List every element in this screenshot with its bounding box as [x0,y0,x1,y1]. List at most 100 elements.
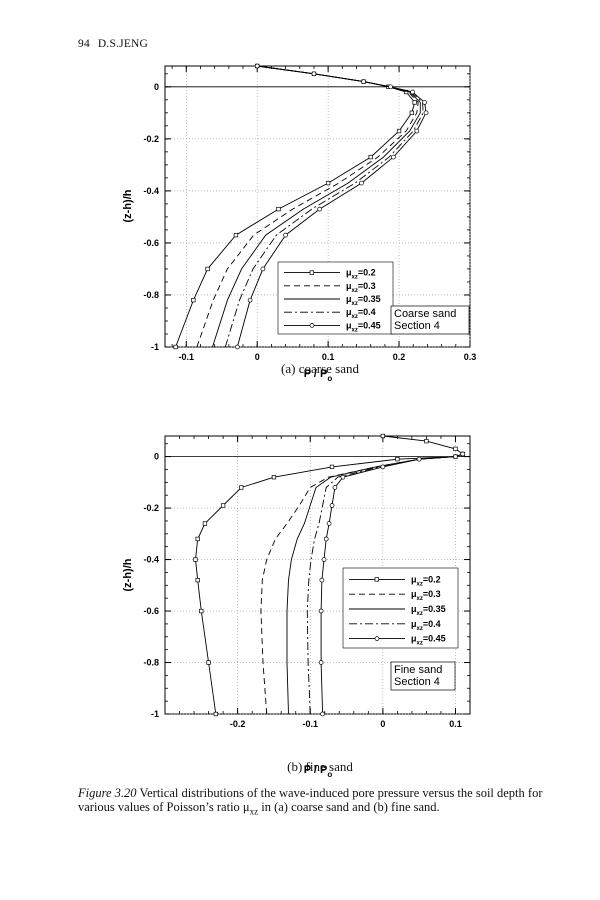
y-tick-label: -0.4 [143,555,159,565]
x-tick-label: 0 [255,352,260,362]
x-tick-label: 0 [380,719,385,729]
data-point-square [409,110,414,115]
data-point-square [325,180,331,186]
data-point-circle [329,503,335,508]
data-point-circle [319,577,325,583]
annotation-box [390,305,470,335]
y-tick-label: -0.6 [143,238,159,248]
caption-text-after: in (a) coarse sand and (b) fine sand. [258,800,440,814]
plot-frame [164,435,471,715]
legend-label-sub: xz [352,327,358,333]
legend-label-value: =0.2 [358,268,376,278]
legend-label-sub: xz [352,288,358,294]
data-point-square [195,577,200,583]
x-axis-label: P / Po [304,764,333,779]
data-point-square [380,433,386,439]
data-point-circle [260,266,266,272]
data-point-circle [410,89,415,95]
data-point-circle [416,456,422,462]
legend-label-sub: xz [417,641,423,647]
legend-box [342,567,459,649]
x-tick-label: -0.1 [179,352,195,362]
legend-label-value: =0.2 [423,574,441,584]
data-point-circle [391,154,396,160]
legend-label-value: =0.3 [358,281,376,291]
annotation-text: Fine sand [394,664,442,676]
data-point-square [199,608,204,614]
data-point-square [195,536,200,542]
x-tick-label: 0.1 [449,719,462,729]
x-tick-label: -0.1 [302,719,318,729]
annotation-text: Section 4 [394,676,440,688]
data-point-square [206,660,211,665]
y-tick-label: -1 [151,342,159,352]
legend-label-sub: xz [352,275,358,281]
data-point-square [368,154,373,160]
y-tick-label: 0 [154,82,159,92]
legend-label-value: =0.35 [358,294,381,304]
figure-caption: Figure 3.20 Vertical distributions of th… [78,786,548,819]
data-point-circle [318,660,324,665]
legend-label-sub: xz [417,611,423,617]
legend-label-value: =0.45 [423,634,446,644]
legend-label-value: =0.3 [423,589,441,599]
legend-marker-circle [374,636,380,641]
data-point-circle [453,454,458,459]
data-point-square [396,128,402,134]
legend-label-sub: xz [352,301,358,307]
data-point-circle [361,79,366,84]
data-point-circle [422,100,427,105]
data-point-square [453,446,458,452]
data-point-circle [359,180,364,186]
x-axis-label: P / Po [304,368,333,383]
data-point-square [193,557,198,562]
x-tick-label: 0.3 [464,352,477,362]
caption-text-before: Vertical distributions of the wave-induc… [78,786,543,814]
data-point-square [271,475,277,480]
data-point-square [205,266,210,272]
data-point-circle [311,71,317,77]
subcaption-a: (a) coarse sand [281,361,359,376]
data-point-circle [283,232,288,238]
y-tick-label: 0 [154,452,159,462]
annotation-text: Section 4 [394,320,440,332]
annotation-box [390,661,456,691]
x-tick-label: 0.1 [322,352,335,362]
data-point-circle [320,711,325,717]
x-tick-label: 0.2 [393,352,406,362]
data-point-circle [254,63,260,69]
legend-label-value: =0.4 [423,619,441,629]
data-point-square [173,344,178,350]
y-tick-label: -0.6 [143,606,159,616]
data-point-circle [414,128,420,134]
legend-marker-square [374,577,379,582]
legend-label-value: =0.35 [423,604,446,614]
data-point-circle [247,297,253,303]
y-tick-label: -1 [151,709,159,719]
chart-b: -0.2 -0.1 0 0.1 0 -0.2 -0.4 -0.6 -0.8 -1 P / Po (z-… [122,433,471,779]
page-number: 94 [78,38,90,50]
y-tick-label: -0.8 [143,658,159,668]
data-point-circle [423,110,429,116]
plot-frame [164,65,471,348]
data-point-square [239,485,244,490]
subcaption-b: (b) fine sand [287,759,353,774]
annotation-text: Coarse sand [394,308,456,320]
y-axis-label: (z-h)/h [122,189,134,222]
data-point-square [213,711,218,717]
figure-label: Figure 3.20 [78,786,137,800]
data-point-square [220,503,226,508]
data-point-square [329,464,335,470]
data-point-square [424,438,429,444]
x-axis-label-sub: o [327,770,332,779]
series-line-4 [320,453,463,715]
data-point-square [412,100,417,105]
y-axis-label: (z-h)/h [122,558,134,591]
data-point-circle [234,344,240,350]
legend-label-sub: xz [352,314,358,320]
x-axis-label-sub: o [327,374,332,383]
data-point-square [202,521,208,526]
data-point-circle [318,608,324,614]
caption-sub: xz [249,806,259,817]
